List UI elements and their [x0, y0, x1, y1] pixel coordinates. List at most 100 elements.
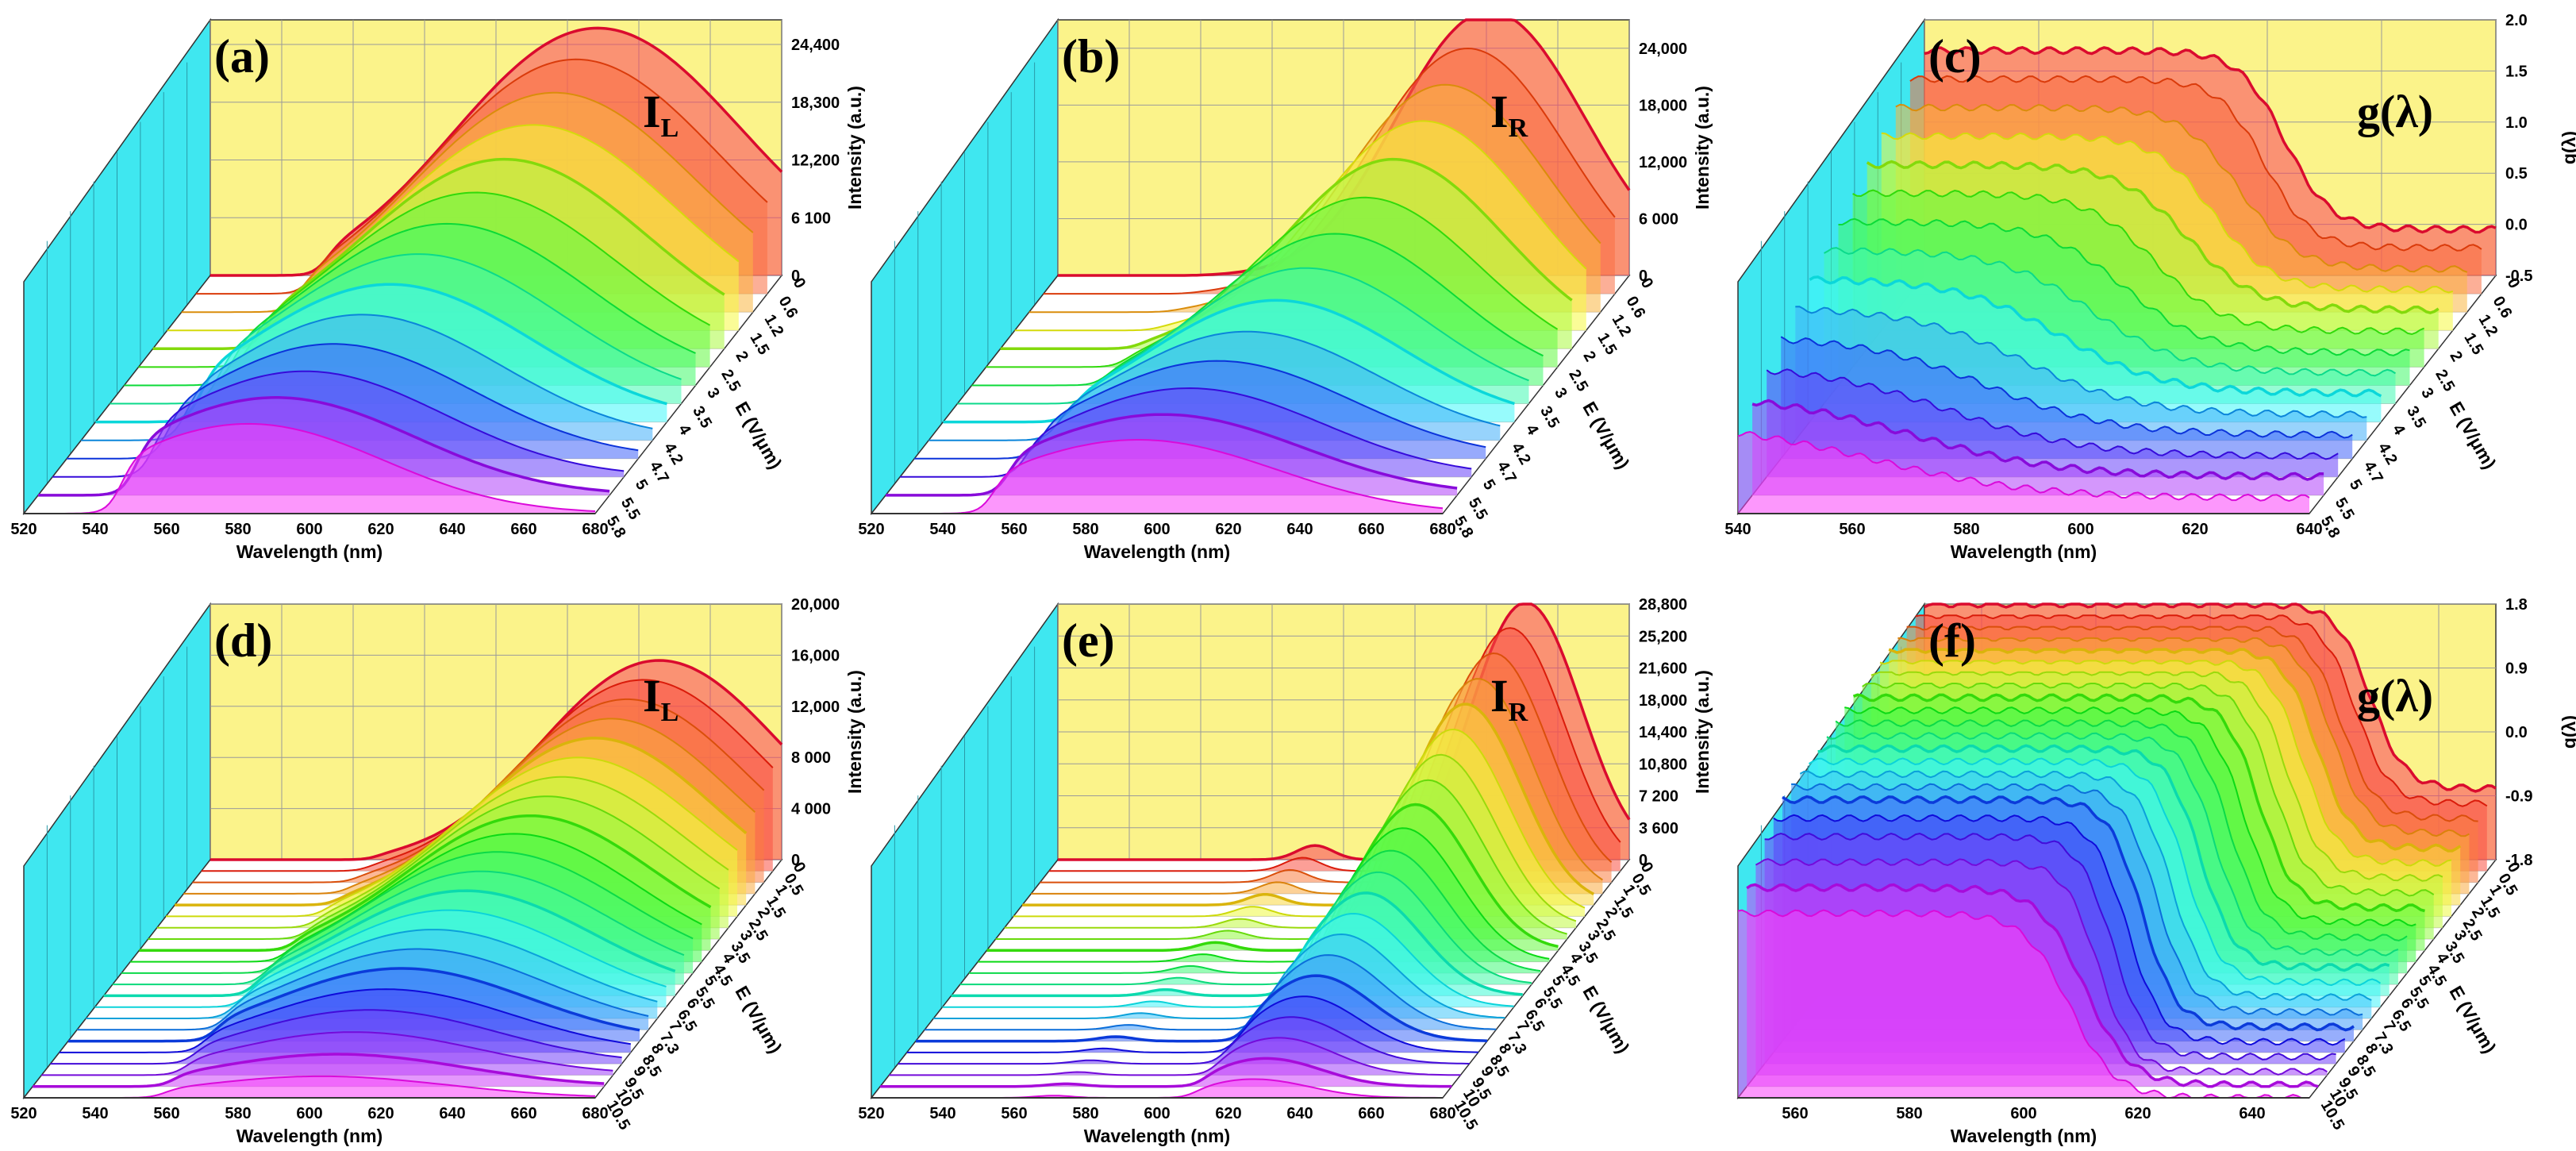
x-tick-label: 520 [858, 1105, 884, 1122]
series-line-8 [1782, 795, 2355, 1032]
x-tick-label: 640 [1286, 1105, 1313, 1122]
x-tick-label: 680 [582, 521, 608, 538]
series-line-5 [900, 387, 1472, 478]
x-tick-label: 520 [10, 521, 37, 538]
z-tick-label: 3 [1551, 385, 1571, 402]
x-tick-label: 620 [1215, 1105, 1241, 1122]
z-axis-title: E (V/μm) [2445, 983, 2500, 1057]
x-tick-label: 640 [439, 1105, 465, 1122]
x-tick-label: 580 [1072, 1105, 1098, 1122]
z-axis-title: E (V/μm) [731, 398, 786, 473]
chart-panel-c: 540 560 580 600 620 640 Wavelength (nm) -0.5 0.0… [1724, 12, 2576, 562]
x-tick-label: 660 [510, 1105, 536, 1122]
series-line-0 [1058, 602, 1631, 861]
series-line-4.7 [914, 360, 1486, 460]
quantity-label: g(λ) [2357, 670, 2433, 722]
y-tick-label: 1.5 [2505, 63, 2528, 80]
series-line-0 [210, 26, 783, 277]
series-line-5.5 [112, 870, 685, 986]
panel-label: (f) [1928, 614, 1976, 667]
series-line-2.5 [1013, 728, 1586, 918]
y-tick-label: 0 [791, 268, 800, 285]
z-axis-title: E (V/μm) [1578, 398, 1633, 473]
series-line-5.8 [1737, 430, 2310, 502]
x-tick-label: 560 [1001, 1105, 1027, 1122]
y-tick-label: 12,000 [791, 699, 840, 716]
y-tick-label: 6 100 [791, 210, 831, 227]
chart-panel-d: 520 540 560 580 600 620 640 660 680 Wavelength (n… [10, 596, 865, 1146]
x-axis-title: Wavelength (nm) [1951, 541, 2097, 562]
panel-label: (a) [214, 30, 270, 83]
series-line-7 [1799, 770, 2372, 1001]
x-tick-label: 620 [1215, 521, 1241, 538]
series-line-5 [1766, 368, 2339, 460]
series-line-4.2 [1795, 306, 2367, 418]
series-line-7 [86, 929, 658, 1019]
series-line-10.5 [1737, 909, 2309, 1099]
x-tick-label: 640 [2296, 521, 2322, 538]
series-line-0.6 [195, 58, 768, 295]
y-tick-label: 24,400 [791, 37, 840, 54]
series-line-9.5 [41, 1031, 613, 1076]
series-area-10.5 [1738, 910, 2309, 1098]
z-tick-label: 5 [2346, 476, 2366, 493]
series-line-6 [951, 891, 1523, 998]
series-line-8 [68, 967, 640, 1043]
y-tick-label: 3 600 [1639, 820, 1678, 837]
x-tick-label: 640 [2239, 1105, 2265, 1122]
x-tick-label: 600 [1144, 1105, 1170, 1122]
x-tick-label: 640 [439, 521, 465, 538]
x-tick-label: 520 [10, 1105, 37, 1122]
series-area-10 [33, 1054, 605, 1087]
series-line-3 [1870, 671, 2443, 882]
series-line-5.5 [959, 871, 1532, 986]
x-tick-label: 600 [2067, 521, 2093, 538]
y-tick-label: 18,000 [1639, 692, 1687, 710]
series-line-2.5 [1879, 660, 2452, 867]
panel-label: (e) [1062, 614, 1115, 667]
series-line-4.5 [978, 827, 1550, 963]
x-tick-label: 540 [929, 1105, 955, 1122]
series-line-4.7 [1780, 336, 2353, 439]
series-line-4.5 [1844, 706, 2416, 927]
y-tick-label: 12,000 [1639, 154, 1687, 171]
y-tick-label: 7 200 [1639, 788, 1678, 806]
series-line-6.5 [94, 909, 667, 1008]
y-tick-label: 0.5 [2505, 165, 2528, 183]
series-line-3 [971, 233, 1544, 387]
y-axis-title: Intensity (a.u.) [1692, 670, 1713, 794]
series-line-6 [1817, 744, 2390, 972]
x-tick-label: 540 [82, 1105, 108, 1122]
y-tick-label: 24,000 [1639, 40, 1687, 58]
series-area-5.8 [1738, 432, 2309, 514]
x-tick-label: 660 [510, 521, 536, 538]
series-line-5 [1835, 719, 2408, 941]
z-tick-label: 3 [703, 385, 723, 402]
series-line-10 [880, 1057, 1452, 1088]
x-tick-label: 580 [1953, 521, 1979, 538]
series-line-3 [156, 776, 729, 929]
x-tick-label: 580 [1896, 1105, 1922, 1122]
y-tick-label: 4 000 [791, 801, 831, 818]
z-axis-title: E (V/μm) [731, 983, 786, 1057]
quantity-subscript: L [661, 698, 679, 727]
series-line-3.5 [995, 779, 1567, 940]
x-tick-label: 600 [296, 1105, 322, 1122]
series-line-4 [943, 298, 1515, 424]
y-tick-label: 0 [1639, 852, 1647, 869]
series-line-0 [1924, 45, 2497, 234]
x-axis-title: Wavelength (nm) [236, 1126, 383, 1146]
z-tick-label: 5 [1479, 476, 1499, 493]
x-tick-label: 540 [929, 521, 955, 538]
series-line-5 [969, 849, 1541, 974]
y-tick-label: 14,400 [1639, 724, 1687, 741]
panel-label: (b) [1062, 30, 1120, 83]
series-line-3 [1004, 753, 1577, 929]
series-line-3.5 [148, 795, 721, 940]
series-line-1.5 [1031, 678, 1603, 895]
x-tick-label: 660 [1358, 521, 1384, 538]
x-tick-label: 560 [153, 1105, 179, 1122]
series-line-7.3 [1791, 783, 2363, 1016]
series-line-5.8 [24, 422, 596, 514]
